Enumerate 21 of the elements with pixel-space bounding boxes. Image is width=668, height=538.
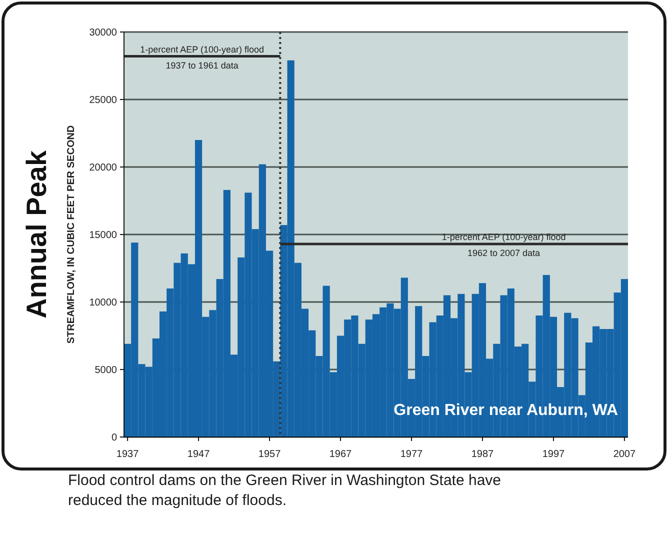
x-tick-label: 1977: [400, 449, 424, 460]
x-tick-label: 1937: [116, 449, 140, 460]
text: Annual Peak: [21, 150, 52, 319]
annotation: 1-percent AEP (100-year) flood 1937 to 1961 data: [140, 44, 264, 70]
x-tick-label: 1987: [471, 449, 494, 460]
x-tick-label: 1997: [542, 449, 566, 460]
y-tick-label: 20000: [89, 162, 118, 174]
annotation: Green River near Auburn, WA: [394, 402, 618, 419]
y-tick-label: 25000: [89, 95, 118, 106]
x-tick-label: 1967: [329, 449, 352, 460]
y-tick-label: 10000: [89, 298, 118, 308]
x-tick-label: 2007: [613, 449, 636, 460]
y-axis-title: STREAMFLOW, IN CUBIC FEET PER SECOND: [66, 125, 77, 344]
y-tick-label: 0: [111, 432, 118, 444]
y-tick-label: 5000: [94, 365, 118, 376]
x-tick-label: 1947: [187, 449, 210, 460]
y-tick-label: 30000: [89, 28, 118, 38]
x-tick-label: 1957: [258, 449, 282, 460]
text: Flood control dams on the Green River in Washington State have reduced the magnitude of floods.: [68, 472, 502, 509]
annotation: 1-percent AEP (100-year) flood 1962 to 2007 data: [442, 232, 566, 258]
y-tick-label: 15000: [89, 230, 118, 241]
